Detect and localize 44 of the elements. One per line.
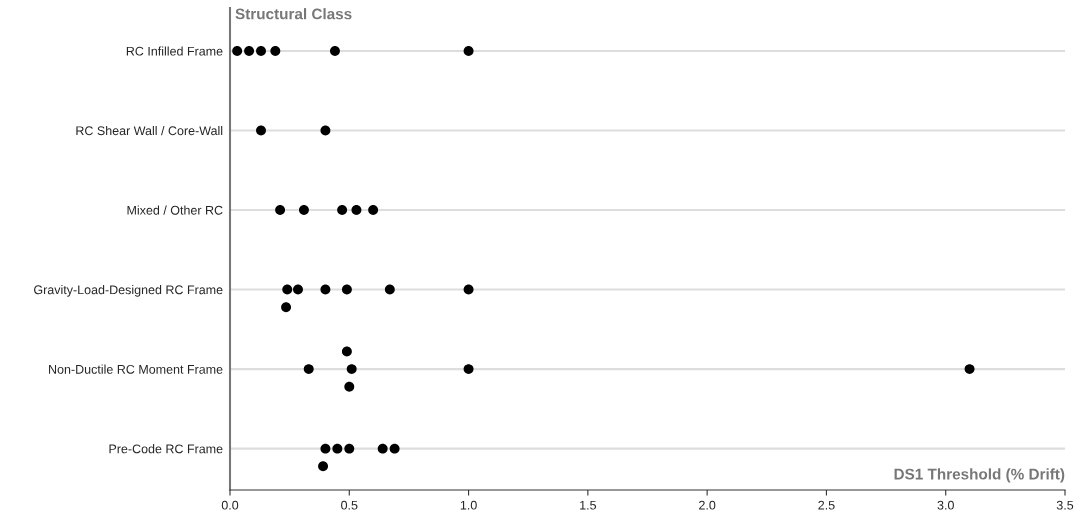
point	[275, 205, 286, 215]
x-tick-label: 0.5	[341, 500, 358, 510]
point	[337, 205, 348, 215]
point	[244, 45, 255, 56]
x-tick-label: 1.0	[460, 500, 477, 510]
point	[330, 45, 340, 56]
y-tick-label: Non-Ductile RC Moment Frame	[49, 364, 223, 374]
point	[389, 443, 400, 454]
point	[256, 45, 266, 56]
point	[303, 364, 314, 375]
point	[320, 443, 331, 454]
point	[377, 443, 388, 454]
y-axis-title: Structural Class	[235, 8, 352, 20]
x-tick-label: 2.5	[818, 500, 835, 510]
y-tick-label: Mixed / Other RC	[127, 205, 223, 215]
y-tick-label: Pre-Code RC Frame	[109, 444, 223, 454]
point	[964, 364, 975, 375]
x-tick-label: 2.0	[699, 500, 716, 510]
point	[282, 284, 293, 295]
point	[384, 284, 395, 295]
x-tick-label: 0.0	[221, 500, 239, 510]
point	[346, 364, 357, 375]
point	[332, 443, 343, 454]
y-tick-label: Gravity-Load-Designed RC Frame	[34, 285, 223, 297]
point	[293, 284, 303, 295]
y-tick-label: RC Infilled Frame	[126, 46, 223, 56]
x-axis-title: DS1 Threshold (% Drift)	[894, 468, 1065, 483]
point	[320, 284, 331, 295]
point	[463, 284, 474, 295]
point	[256, 125, 266, 136]
x-tick-label: 1.5	[580, 500, 597, 510]
point	[299, 205, 309, 215]
point	[463, 364, 474, 375]
x-tick-label: 3.5	[1056, 500, 1074, 510]
y-tick-label: RC Shear Wall / Core-Wall	[76, 125, 223, 136]
point	[351, 205, 362, 215]
x-tick-label: 3.0	[937, 500, 954, 510]
point	[463, 45, 474, 56]
point	[320, 125, 331, 136]
point	[368, 205, 379, 215]
point	[344, 443, 355, 454]
point	[232, 45, 243, 56]
point	[341, 284, 352, 295]
point	[270, 45, 281, 56]
